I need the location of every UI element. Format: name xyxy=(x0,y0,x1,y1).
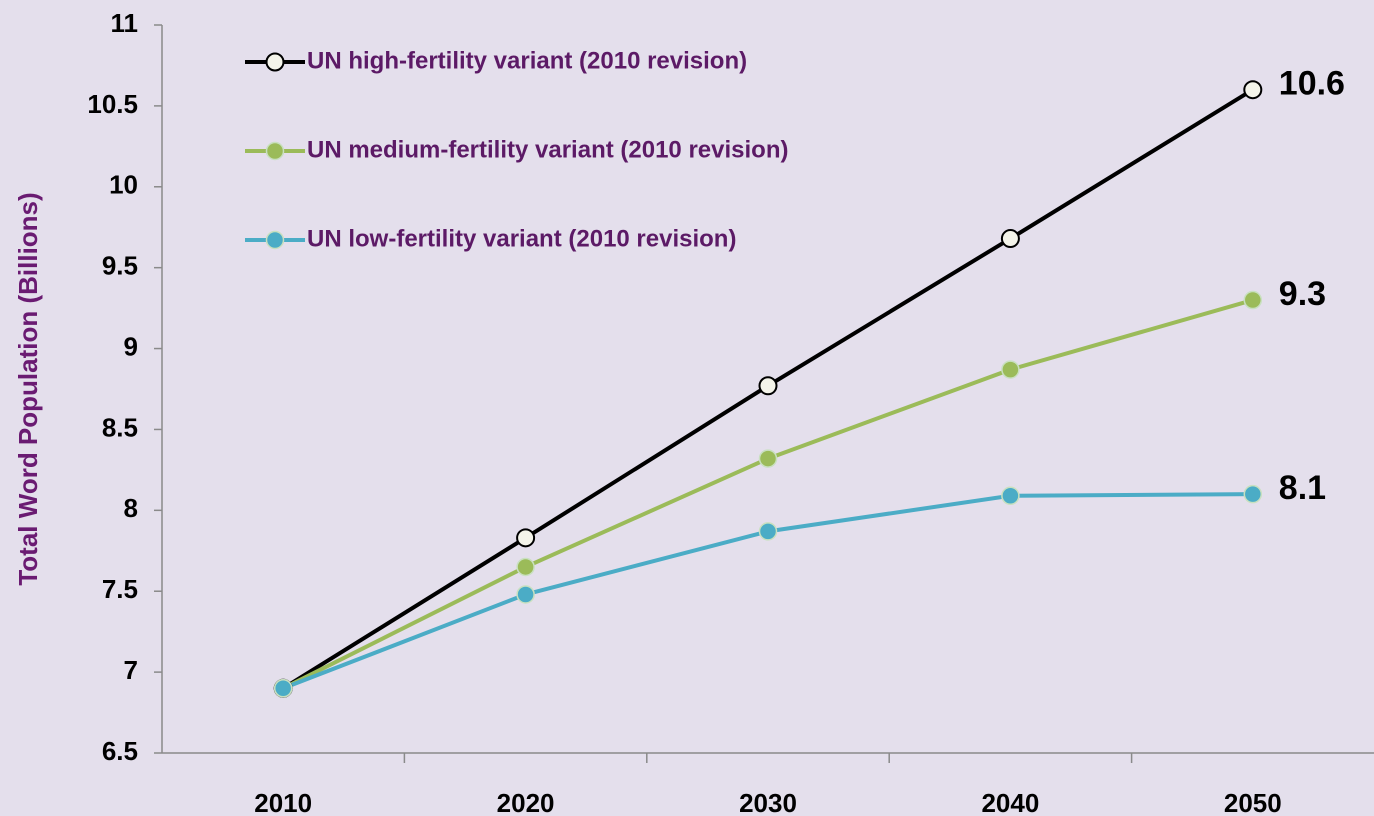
point xyxy=(516,585,535,604)
y-tick-label: 7 xyxy=(124,655,138,685)
data-label: 8.1 xyxy=(1279,469,1326,507)
data-label: 10.6 xyxy=(1279,65,1345,103)
point xyxy=(1000,229,1020,249)
x-tick-label: 2040 xyxy=(981,788,1039,816)
legend-label: UN medium-fertility variant (2010 revisi… xyxy=(307,136,788,163)
point xyxy=(1001,486,1020,506)
y-tick-label: 8.5 xyxy=(102,412,138,442)
data-label: 9.3 xyxy=(1279,275,1326,313)
x-tick-label: 2030 xyxy=(739,788,797,816)
legend-marker xyxy=(265,141,285,161)
legend-marker xyxy=(265,52,285,72)
y-tick-label: 9.5 xyxy=(102,251,138,281)
point xyxy=(1243,484,1263,504)
y-axis-label: Total Word Population (Billions) xyxy=(13,192,43,585)
point xyxy=(758,522,778,541)
y-tick-label: 9 xyxy=(124,331,138,361)
x-tick-label: 2050 xyxy=(1224,788,1282,816)
point xyxy=(1243,290,1263,310)
y-tick-label: 10 xyxy=(109,170,138,200)
y-tick-label: 7.5 xyxy=(102,574,138,604)
point xyxy=(516,528,536,548)
point xyxy=(1001,360,1020,379)
point xyxy=(1243,80,1263,100)
x-tick-label: 2010 xyxy=(254,788,312,816)
point xyxy=(273,679,293,698)
legend-label: UN high-fertility variant (2010 revision… xyxy=(307,47,747,74)
legend-marker xyxy=(265,230,285,250)
point xyxy=(758,449,778,468)
point xyxy=(758,376,778,396)
x-tick-label: 2020 xyxy=(497,788,555,816)
y-tick-label: 10.5 xyxy=(87,89,138,119)
legend-label: UN low-fertility variant (2010 revision) xyxy=(307,225,736,252)
y-tick-label: 8 xyxy=(124,493,138,523)
point xyxy=(516,557,535,577)
y-tick-label: 6.5 xyxy=(102,736,138,766)
y-tick-label: 11 xyxy=(111,8,139,38)
